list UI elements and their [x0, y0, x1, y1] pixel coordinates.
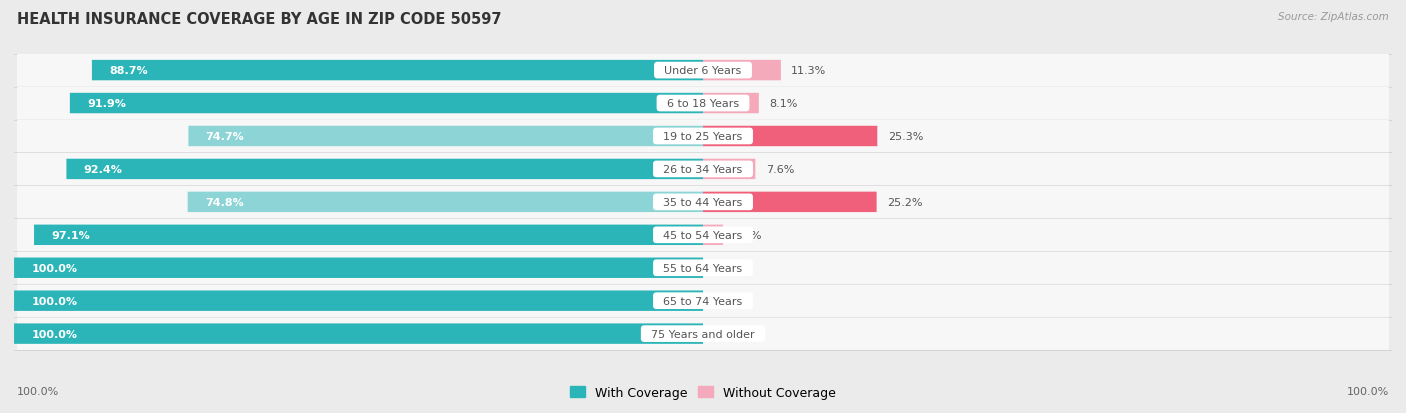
FancyBboxPatch shape — [17, 285, 1389, 317]
Text: 74.7%: 74.7% — [205, 132, 245, 142]
FancyBboxPatch shape — [14, 291, 703, 311]
FancyBboxPatch shape — [14, 258, 703, 278]
Text: 7.6%: 7.6% — [766, 164, 794, 175]
FancyBboxPatch shape — [17, 186, 1389, 218]
FancyBboxPatch shape — [17, 88, 1389, 120]
Text: 8.1%: 8.1% — [769, 99, 797, 109]
FancyBboxPatch shape — [17, 153, 1389, 185]
FancyBboxPatch shape — [17, 121, 1389, 153]
Text: 45 to 54 Years: 45 to 54 Years — [657, 230, 749, 240]
Text: 91.9%: 91.9% — [87, 99, 127, 109]
Text: Under 6 Years: Under 6 Years — [658, 66, 748, 76]
Text: 35 to 44 Years: 35 to 44 Years — [657, 197, 749, 207]
Text: 25.2%: 25.2% — [887, 197, 922, 207]
Text: 88.7%: 88.7% — [110, 66, 148, 76]
Text: 100.0%: 100.0% — [31, 263, 77, 273]
FancyBboxPatch shape — [703, 126, 877, 147]
Text: 0.0%: 0.0% — [713, 329, 741, 339]
Text: 55 to 64 Years: 55 to 64 Years — [657, 263, 749, 273]
Text: 100.0%: 100.0% — [17, 387, 59, 396]
Text: 97.1%: 97.1% — [51, 230, 90, 240]
Legend: With Coverage, Without Coverage: With Coverage, Without Coverage — [565, 381, 841, 404]
Text: 25.3%: 25.3% — [887, 132, 922, 142]
FancyBboxPatch shape — [17, 318, 1389, 350]
Text: 100.0%: 100.0% — [31, 296, 77, 306]
FancyBboxPatch shape — [703, 159, 755, 180]
FancyBboxPatch shape — [703, 94, 759, 114]
FancyBboxPatch shape — [70, 94, 703, 114]
Text: 26 to 34 Years: 26 to 34 Years — [657, 164, 749, 175]
FancyBboxPatch shape — [188, 126, 703, 147]
FancyBboxPatch shape — [187, 192, 703, 213]
Text: 11.3%: 11.3% — [792, 66, 827, 76]
Text: HEALTH INSURANCE COVERAGE BY AGE IN ZIP CODE 50597: HEALTH INSURANCE COVERAGE BY AGE IN ZIP … — [17, 12, 502, 27]
FancyBboxPatch shape — [703, 192, 876, 213]
FancyBboxPatch shape — [703, 61, 780, 81]
Text: 92.4%: 92.4% — [83, 164, 122, 175]
FancyBboxPatch shape — [91, 61, 703, 81]
FancyBboxPatch shape — [17, 55, 1389, 87]
Text: 6 to 18 Years: 6 to 18 Years — [659, 99, 747, 109]
FancyBboxPatch shape — [34, 225, 703, 245]
Text: 19 to 25 Years: 19 to 25 Years — [657, 132, 749, 142]
Text: 100.0%: 100.0% — [31, 329, 77, 339]
Text: 100.0%: 100.0% — [1347, 387, 1389, 396]
FancyBboxPatch shape — [703, 225, 723, 245]
Text: 2.9%: 2.9% — [734, 230, 762, 240]
Text: 75 Years and older: 75 Years and older — [644, 329, 762, 339]
Text: 65 to 74 Years: 65 to 74 Years — [657, 296, 749, 306]
FancyBboxPatch shape — [17, 219, 1389, 252]
Text: Source: ZipAtlas.com: Source: ZipAtlas.com — [1278, 12, 1389, 22]
FancyBboxPatch shape — [66, 159, 703, 180]
Text: 74.8%: 74.8% — [205, 197, 243, 207]
Text: 0.0%: 0.0% — [713, 296, 741, 306]
Text: 0.0%: 0.0% — [713, 263, 741, 273]
FancyBboxPatch shape — [14, 324, 703, 344]
FancyBboxPatch shape — [17, 252, 1389, 284]
